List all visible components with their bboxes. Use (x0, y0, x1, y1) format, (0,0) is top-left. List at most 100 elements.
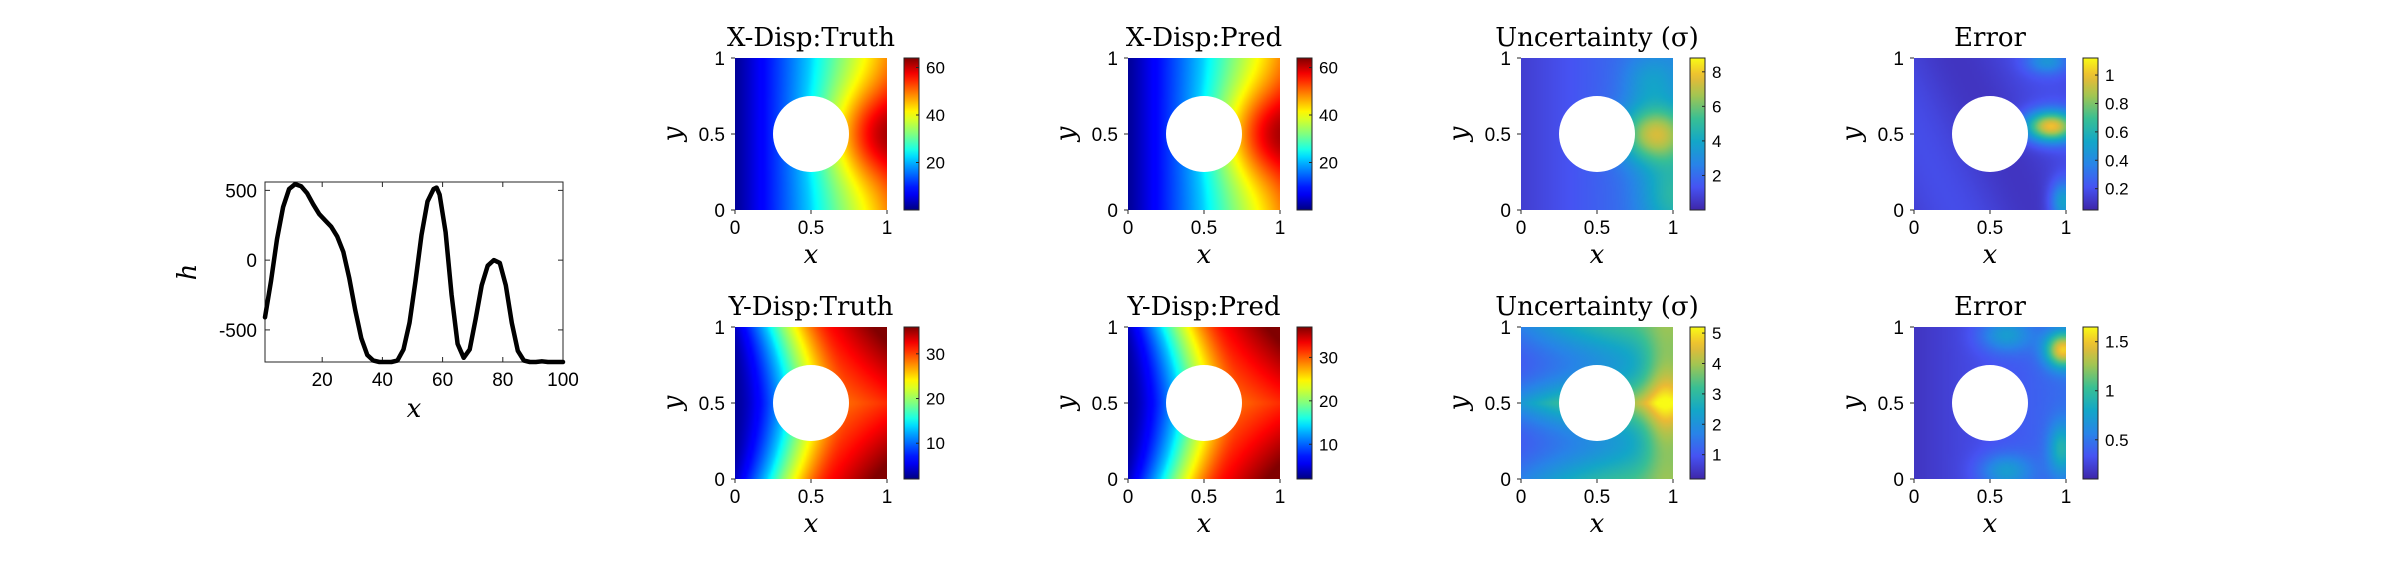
y-tick-label: 1 (1893, 49, 1904, 70)
y-tick-label: 0.5 (1092, 394, 1118, 415)
hole (1166, 365, 1242, 441)
hole (1952, 96, 2028, 172)
x-tick-label: 0.5 (1191, 487, 1217, 508)
colorbar-tick-label: 20 (926, 390, 945, 409)
x-tick-label: 1 (1275, 218, 1286, 239)
x-tick-label: 0 (1516, 218, 1527, 239)
y-tick-label: 0.5 (1485, 125, 1511, 146)
heatmap-panel: X-Disp:Pred 0 0.5 1 0 0.5 1 x y 20 40 60 (1051, 23, 1338, 270)
colorbar-tick-label: 4 (1712, 132, 1721, 151)
hole (773, 365, 849, 441)
colorbar (2082, 57, 2099, 211)
y-axis-label: y (1837, 126, 1867, 142)
colorbar-tick-label: 1 (2105, 382, 2114, 401)
colorbar-tick-label: 60 (1319, 59, 1338, 78)
colorbar-tick-label: 5 (1712, 324, 1721, 343)
x-tick-label: 40 (372, 370, 393, 391)
panel-title: X-Disp:Pred (1126, 23, 1282, 53)
hole (1559, 365, 1635, 441)
x-tick-label: 0 (730, 487, 741, 508)
colorbar-tick-label: 0.5 (2105, 431, 2129, 450)
y-axis-label: y (1051, 395, 1081, 411)
colorbar-tick-label: 20 (1319, 392, 1338, 411)
colorbar-tick-label: 10 (926, 434, 945, 453)
x-tick-label: 0 (1123, 218, 1134, 239)
y-tick-label: 0.5 (1092, 125, 1118, 146)
x-tick-label: 0.5 (798, 218, 824, 239)
y-tick-label: 1 (1107, 318, 1118, 339)
y-tick-label: 0.5 (1878, 125, 1904, 146)
series-line (262, 181, 566, 365)
x-tick-label: 20 (312, 370, 333, 391)
y-axis-label: y (1837, 395, 1867, 411)
heatmap-panel: X-Disp:Truth 0 0.5 1 0 0.5 1 x y 20 40 60 (658, 23, 945, 270)
y-axis-label: y (1444, 395, 1474, 411)
x-axis-label: x (1983, 240, 1998, 270)
y-tick-label: 0 (246, 251, 257, 272)
panel-title: Uncertainty (σ) (1495, 292, 1698, 322)
x-tick-label: 0.5 (1191, 218, 1217, 239)
x-tick-label: 1 (882, 218, 893, 239)
heatmap-panel: Error 0 0.5 1 0 0.5 1 x y 0.2 0.4 0.6 0.8 1 (1837, 23, 2129, 270)
x-tick-label: 1 (2061, 487, 2072, 508)
x-tick-label: 0.5 (1977, 218, 2003, 239)
line-chart: 20 40 60 80 100 -500 0 500 x h (173, 181, 579, 424)
x-tick-label: 0.5 (1584, 218, 1610, 239)
x-tick-label: 0.5 (798, 487, 824, 508)
y-tick-label: 1 (1893, 318, 1904, 339)
y-tick-label: 0 (1500, 201, 1511, 222)
colorbar-tick-label: 0.4 (2105, 151, 2129, 170)
colorbar (903, 326, 920, 480)
colorbar-tick-label: 1 (2105, 66, 2114, 85)
colorbar-tick-label: 40 (926, 106, 945, 125)
plot-area (264, 181, 564, 363)
x-tick-label: 0 (1909, 487, 1920, 508)
x-tick-label: 60 (432, 370, 453, 391)
colorbar-tick-label: 1.5 (2105, 333, 2129, 352)
x-axis-label: x (804, 509, 819, 539)
hole (1559, 96, 1635, 172)
colorbar-tick-label: 3 (1712, 385, 1721, 404)
y-tick-label: 0 (1893, 201, 1904, 222)
x-tick-label: 1 (1668, 218, 1679, 239)
colorbar-tick-label: 10 (1319, 435, 1338, 454)
panel-title: Y-Disp:Pred (1127, 292, 1281, 322)
panel-title: Error (1954, 292, 2026, 322)
colorbar-tick-label: 1 (1712, 446, 1721, 465)
y-tick-label: 1 (1500, 49, 1511, 70)
hole (773, 96, 849, 172)
panel-title: X-Disp:Truth (727, 23, 895, 53)
x-tick-label: 1 (1275, 487, 1286, 508)
y-tick-label: 0 (1500, 470, 1511, 491)
y-tick-label: 1 (714, 318, 725, 339)
colorbar (1296, 57, 1313, 211)
y-axis-label: y (658, 126, 688, 142)
y-tick-label: -500 (219, 321, 257, 342)
x-axis-label: x (1197, 509, 1212, 539)
y-tick-label: 1 (1500, 318, 1511, 339)
colorbar-tick-label: 20 (1319, 154, 1338, 173)
y-tick-label: 0 (1107, 201, 1118, 222)
hole (1952, 365, 2028, 441)
x-axis-label: x (1590, 509, 1605, 539)
x-tick-label: 1 (1668, 487, 1679, 508)
y-tick-label: 0 (1107, 470, 1118, 491)
x-tick-label: 0.5 (1977, 487, 2003, 508)
x-axis-label: x (804, 240, 819, 270)
x-axis-label: x (1197, 240, 1212, 270)
y-tick-label: 500 (225, 181, 257, 202)
y-axis-label: y (658, 395, 688, 411)
colorbar-tick-label: 40 (1319, 106, 1338, 125)
x-tick-label: 80 (492, 370, 513, 391)
x-tick-label: 1 (2061, 218, 2072, 239)
y-tick-label: 0.5 (1878, 394, 1904, 415)
y-tick-label: 1 (714, 49, 725, 70)
y-tick-label: 0 (714, 201, 725, 222)
colorbar-tick-label: 0.6 (2105, 123, 2129, 142)
panel-title: Uncertainty (σ) (1495, 23, 1698, 53)
y-tick-label: 0.5 (1485, 394, 1511, 415)
colorbar-tick-label: 4 (1712, 354, 1721, 373)
heatmap-panel: Uncertainty (σ) 0 0.5 1 0 0.5 1 x y 2 4 6 8 (1444, 23, 1721, 270)
